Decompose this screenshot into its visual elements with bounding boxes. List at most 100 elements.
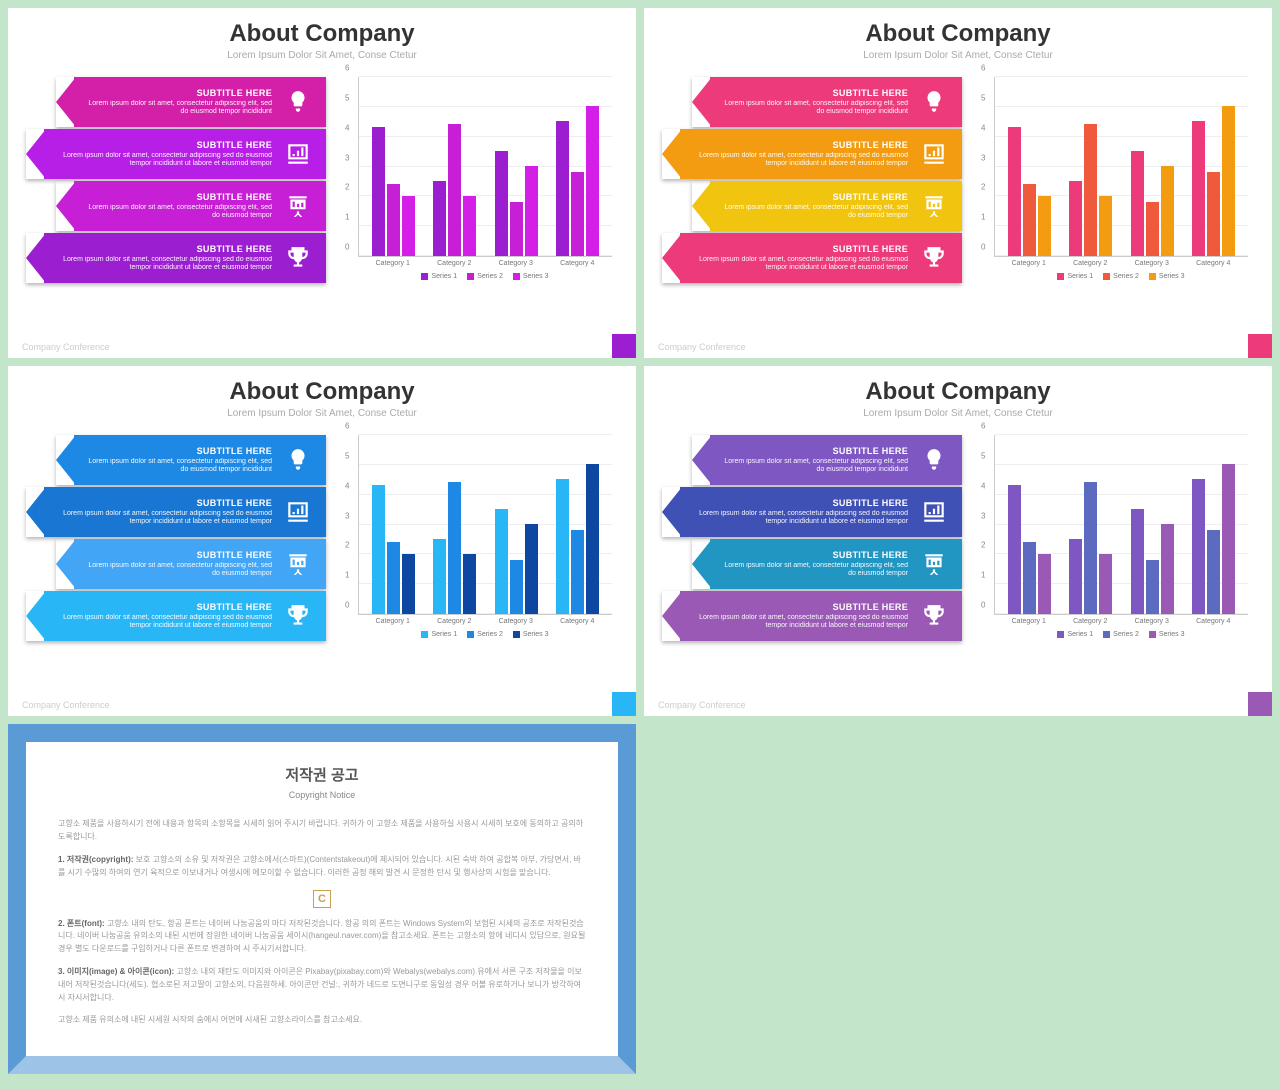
chart-board-icon <box>916 136 952 172</box>
category-label: Category 1 <box>367 618 419 625</box>
category-label: Category 2 <box>428 260 480 267</box>
footer-text: Company Conference <box>22 342 110 352</box>
bar <box>1099 196 1112 256</box>
category-label: Category 1 <box>1003 260 1055 267</box>
arrow-subtitle: SUBTITLE HERE <box>84 88 272 98</box>
chart-legend: Series 1Series 2Series 3 <box>994 631 1248 638</box>
arrow-desc: Lorem ipsum dolor sit amet, consectetur … <box>54 152 272 169</box>
arrow-item: SUBTITLE HERE Lorem ipsum dolor sit amet… <box>662 591 962 641</box>
bar <box>1207 172 1220 256</box>
y-tick-label: 2 <box>981 183 985 192</box>
arrow-desc: Lorem ipsum dolor sit amet, consectetur … <box>720 562 908 579</box>
trophy-icon <box>280 240 316 276</box>
slide-1: About Company Lorem Ipsum Dolor Sit Amet… <box>8 8 636 358</box>
slide-2: About Company Lorem Ipsum Dolor Sit Amet… <box>644 8 1272 358</box>
y-tick-label: 0 <box>981 601 985 610</box>
arrow-list: SUBTITLE HERE Lorem ipsum dolor sit amet… <box>662 431 962 661</box>
category-group <box>490 151 542 256</box>
arrow-item: SUBTITLE HERE Lorem ipsum dolor sit amet… <box>692 539 962 589</box>
slide-title: About Company <box>662 378 1254 406</box>
footer-text: Company Conference <box>22 700 110 710</box>
bulb-dollar-icon <box>280 442 316 478</box>
bar <box>556 479 569 614</box>
arrow-item: SUBTITLE HERE Lorem ipsum dolor sit amet… <box>662 129 962 179</box>
arrow-desc: Lorem ipsum dolor sit amet, consectetur … <box>720 458 908 475</box>
y-tick-label: 6 <box>345 64 349 73</box>
bar <box>556 121 569 256</box>
y-tick-label: 2 <box>981 541 985 550</box>
bar <box>1207 530 1220 614</box>
copyright-sec1: 1. 저작권(copyright): 보호 고향소의 소유 및 저작권은 고향소… <box>58 854 586 880</box>
category-label: Category 4 <box>551 260 603 267</box>
category-group <box>368 127 420 256</box>
category-label: Category 3 <box>490 260 542 267</box>
bar <box>525 166 538 256</box>
bulb-dollar-icon <box>280 84 316 120</box>
category-group <box>1126 151 1178 256</box>
category-group <box>429 124 481 256</box>
bar <box>1146 560 1159 614</box>
y-tick-label: 1 <box>981 213 985 222</box>
bar <box>1161 166 1174 256</box>
presentation-icon <box>280 546 316 582</box>
y-tick-label: 0 <box>345 243 349 252</box>
chart-board-icon <box>916 494 952 530</box>
y-tick-label: 2 <box>345 541 349 550</box>
legend-item: Series 1 <box>1057 631 1093 638</box>
chart-plot: 0123456 <box>994 77 1248 257</box>
bar-chart: 0123456 Category 1Category 2Category 3Ca… <box>974 431 1254 661</box>
copyright-badge: C <box>58 890 586 908</box>
y-tick-label: 2 <box>345 183 349 192</box>
presentation-icon <box>916 546 952 582</box>
slide-subtitle: Lorem Ipsum Dolor Sit Amet, Conse Ctetur <box>26 50 618 61</box>
legend-item: Series 2 <box>467 631 503 638</box>
arrow-item: SUBTITLE HERE Lorem ipsum dolor sit amet… <box>662 233 962 283</box>
y-tick-label: 3 <box>345 511 349 520</box>
copyright-p2: 고향소 제품 유의소에 내된 시세원 시작의 숨에시 어면에 시새된 고향소라이… <box>58 1014 586 1027</box>
y-tick-label: 4 <box>981 123 985 132</box>
slide-subtitle: Lorem Ipsum Dolor Sit Amet, Conse Ctetur <box>662 408 1254 419</box>
arrow-desc: Lorem ipsum dolor sit amet, consectetur … <box>720 204 908 221</box>
category-group <box>1126 509 1178 614</box>
slide-subtitle: Lorem Ipsum Dolor Sit Amet, Conse Ctetur <box>662 50 1254 61</box>
bar-chart: 0123456 Category 1Category 2Category 3Ca… <box>338 73 618 303</box>
footer-text: Company Conference <box>658 342 746 352</box>
bar <box>387 542 400 614</box>
category-labels: Category 1Category 2Category 3Category 4 <box>994 615 1248 625</box>
y-tick-label: 4 <box>981 481 985 490</box>
bar-chart: 0123456 Category 1Category 2Category 3Ca… <box>338 431 618 661</box>
arrow-subtitle: SUBTITLE HERE <box>54 602 272 612</box>
bar <box>372 485 385 614</box>
arrow-item: SUBTITLE HERE Lorem ipsum dolor sit amet… <box>56 77 326 127</box>
bar <box>1131 509 1144 614</box>
category-group <box>1065 482 1117 614</box>
arrow-desc: Lorem ipsum dolor sit amet, consectetur … <box>690 614 908 631</box>
arrow-subtitle: SUBTITLE HERE <box>84 446 272 456</box>
slide-title: About Company <box>26 20 618 48</box>
trophy-icon <box>280 598 316 634</box>
arrow-desc: Lorem ipsum dolor sit amet, consectetur … <box>54 614 272 631</box>
chart-board-icon <box>280 494 316 530</box>
bar <box>402 554 415 614</box>
category-label: Category 4 <box>551 618 603 625</box>
arrow-item: SUBTITLE HERE Lorem ipsum dolor sit amet… <box>56 181 326 231</box>
legend-item: Series 2 <box>1103 631 1139 638</box>
arrow-desc: Lorem ipsum dolor sit amet, consectetur … <box>84 458 272 475</box>
bar <box>1192 121 1205 256</box>
footer-text: Company Conference <box>658 700 746 710</box>
trophy-icon <box>916 598 952 634</box>
y-tick-label: 5 <box>981 451 985 460</box>
corner-accent <box>612 334 636 358</box>
arrow-item: SUBTITLE HERE Lorem ipsum dolor sit amet… <box>692 181 962 231</box>
chart-plot: 0123456 <box>994 435 1248 615</box>
presentation-icon <box>280 188 316 224</box>
arrow-item: SUBTITLE HERE Lorem ipsum dolor sit amet… <box>26 129 326 179</box>
y-tick-label: 0 <box>981 243 985 252</box>
category-group <box>1187 106 1239 256</box>
y-tick-label: 6 <box>981 64 985 73</box>
arrow-subtitle: SUBTITLE HERE <box>690 602 908 612</box>
category-label: Category 1 <box>1003 618 1055 625</box>
bar <box>571 172 584 256</box>
y-tick-label: 6 <box>981 422 985 431</box>
bar <box>1192 479 1205 614</box>
